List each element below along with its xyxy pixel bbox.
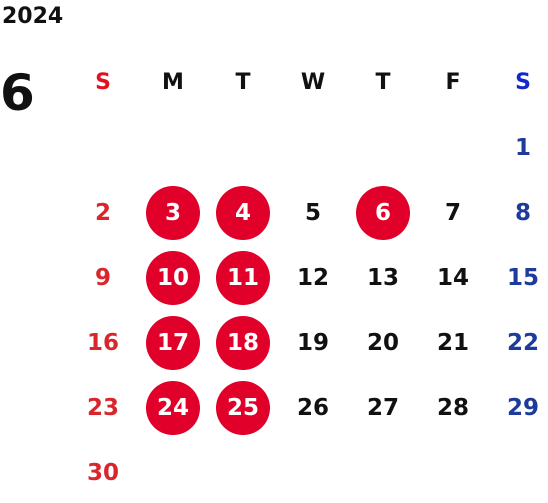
day-number: 3: [146, 185, 200, 240]
day-number: 2: [94, 199, 111, 226]
calendar-day[interactable]: 22: [488, 310, 548, 375]
calendar-day-marked[interactable]: 4: [208, 180, 278, 245]
calendar-day[interactable]: 1: [488, 115, 548, 180]
weekday-header: S: [515, 70, 531, 95]
calendar-day-marked[interactable]: 3: [138, 180, 208, 245]
day-number: 20: [366, 329, 399, 356]
calendar-day-marked[interactable]: 11: [208, 245, 278, 310]
day-number: 30: [86, 459, 119, 486]
day-number: 25: [216, 380, 270, 435]
calendar-day[interactable]: 29: [488, 375, 548, 440]
day-number: 26: [296, 394, 329, 421]
weekday-header: S: [95, 70, 111, 95]
day-number: 10: [146, 250, 200, 305]
weekday-header: W: [300, 70, 326, 95]
calendar-day[interactable]: 7: [418, 180, 488, 245]
calendar-day[interactable]: 12: [278, 245, 348, 310]
calendar-day[interactable]: 23: [68, 375, 138, 440]
day-number: 12: [296, 264, 329, 291]
day-number: 8: [514, 199, 531, 226]
calendar-day[interactable]: 2: [68, 180, 138, 245]
day-number: 29: [506, 394, 539, 421]
calendar-day[interactable]: 16: [68, 310, 138, 375]
calendar-day[interactable]: 21: [418, 310, 488, 375]
weekday-header: F: [445, 70, 461, 95]
calendar-day-marked[interactable]: 25: [208, 375, 278, 440]
calendar-day[interactable]: 8: [488, 180, 548, 245]
day-number: 1: [514, 134, 531, 161]
day-number: 14: [436, 264, 469, 291]
weekday-header: T: [235, 70, 251, 95]
day-number: 9: [94, 264, 111, 291]
calendar-day-marked[interactable]: 18: [208, 310, 278, 375]
day-number: 19: [296, 329, 329, 356]
calendar-day[interactable]: 27: [348, 375, 418, 440]
day-number: 27: [366, 394, 399, 421]
calendar-day[interactable]: 13: [348, 245, 418, 310]
day-number: 22: [506, 329, 539, 356]
calendar-month: 6: [0, 64, 35, 122]
calendar-day-marked[interactable]: 24: [138, 375, 208, 440]
day-number: 4: [216, 185, 270, 240]
calendar-day[interactable]: 20: [348, 310, 418, 375]
calendar-day[interactable]: 28: [418, 375, 488, 440]
day-number: 11: [216, 250, 270, 305]
day-number: 23: [86, 394, 119, 421]
day-number: 17: [146, 315, 200, 370]
day-number: 28: [436, 394, 469, 421]
calendar-day[interactable]: 14: [418, 245, 488, 310]
calendar-year: 2024: [2, 4, 64, 29]
calendar-day[interactable]: 30: [68, 440, 138, 503]
calendar-day-marked[interactable]: 17: [138, 310, 208, 375]
day-number: 21: [436, 329, 469, 356]
day-number: 16: [86, 329, 119, 356]
calendar-day[interactable]: 5: [278, 180, 348, 245]
calendar-day[interactable]: 9: [68, 245, 138, 310]
weekday-header: T: [375, 70, 391, 95]
day-number: 6: [356, 185, 410, 240]
weekday-header: M: [162, 70, 184, 95]
calendar-day[interactable]: 19: [278, 310, 348, 375]
day-number: 13: [366, 264, 399, 291]
day-number: 15: [506, 264, 539, 291]
calendar-day-marked[interactable]: 10: [138, 245, 208, 310]
day-number: 5: [304, 199, 321, 226]
calendar-day[interactable]: 15: [488, 245, 548, 310]
day-number: 18: [216, 315, 270, 370]
calendar-day-marked[interactable]: 6: [348, 180, 418, 245]
day-number: 7: [444, 199, 461, 226]
calendar-day[interactable]: 26: [278, 375, 348, 440]
day-number: 24: [146, 380, 200, 435]
